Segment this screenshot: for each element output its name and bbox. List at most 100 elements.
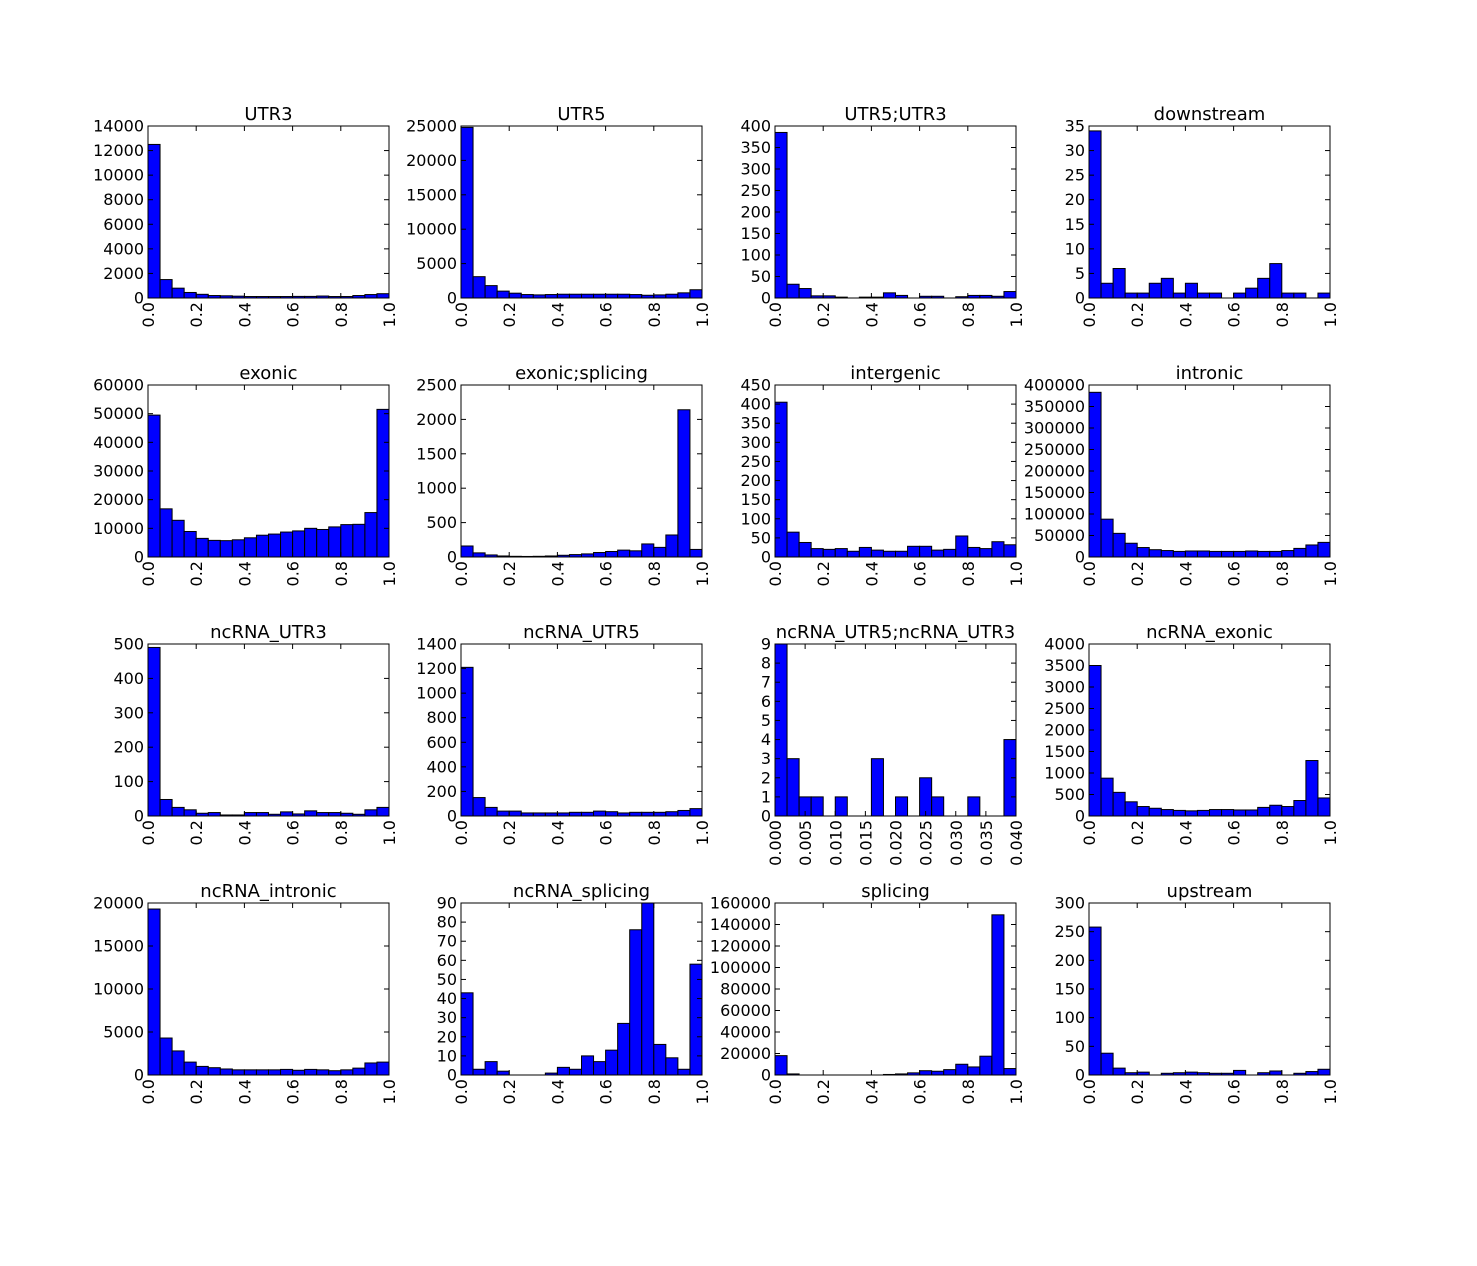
bar <box>1269 550 1283 558</box>
x-tick-label: 0.6 <box>284 1079 303 1104</box>
bar <box>593 810 607 817</box>
y-tick-label: 50000 <box>1034 526 1085 545</box>
bar <box>955 1063 969 1076</box>
bar <box>484 806 498 817</box>
x-tick-label: 0.8 <box>959 1079 978 1104</box>
x-tick-label: 0.4 <box>1176 820 1195 845</box>
x-tick-label: 1.0 <box>1321 820 1340 845</box>
x-tick-label: 0.0 <box>1080 302 1099 327</box>
x-tick-label: 0.4 <box>1176 561 1195 586</box>
y-tick-label: 2000 <box>103 264 144 283</box>
bar <box>1317 1068 1331 1076</box>
x-tick-label: 0.6 <box>911 1079 930 1104</box>
bar <box>472 552 486 558</box>
x-tick-label: 0.8 <box>645 820 664 845</box>
bar <box>774 401 788 558</box>
bar <box>316 1069 330 1076</box>
bar <box>1293 292 1307 299</box>
bar <box>895 550 909 558</box>
chart-splicing: splicing 0 20000 40000 60000 80000 100000 12000… <box>710 881 1026 1104</box>
bar <box>520 294 534 299</box>
bar <box>183 809 197 817</box>
y-tick-label: 0 <box>1075 289 1085 308</box>
bar <box>1221 550 1235 558</box>
bar <box>1148 807 1162 817</box>
y-tick-label: 25000 <box>406 117 457 136</box>
y-tick-label: 40000 <box>93 433 144 452</box>
y-tick-label: 20000 <box>720 1044 771 1063</box>
x-tick-label: 0.040 <box>1007 820 1026 866</box>
y-tick-label: 60000 <box>720 1001 771 1020</box>
x-tick-label: 0.8 <box>959 302 978 327</box>
bar <box>472 1068 486 1076</box>
x-tick-label: 1.0 <box>1007 561 1026 586</box>
y-tick-label: 400 <box>426 757 457 776</box>
y-tick-label: 0 <box>761 807 771 826</box>
x-tick-label: 0.4 <box>548 561 567 586</box>
y-tick-label: 0 <box>761 1066 771 1085</box>
bar <box>195 537 209 558</box>
bar <box>292 530 306 558</box>
bar <box>183 530 197 558</box>
y-tick-label: 200 <box>1054 951 1085 970</box>
bar <box>280 531 294 558</box>
axes-frame <box>1088 384 1331 558</box>
y-tick-label: 250000 <box>1024 440 1085 459</box>
y-tick-label: 20000 <box>93 894 144 913</box>
x-tick-label: 0.0 <box>452 1079 471 1104</box>
bar <box>641 543 655 558</box>
bar <box>605 1049 619 1076</box>
bar <box>364 809 378 817</box>
bar <box>1196 550 1210 558</box>
bar <box>304 1068 318 1076</box>
y-tick-label: 1200 <box>416 659 457 678</box>
y-tick-label: 8 <box>761 654 771 673</box>
y-tick-label: 30 <box>437 1008 457 1027</box>
y-tick-label: 5 <box>761 711 771 730</box>
bar <box>243 1069 257 1076</box>
bar <box>255 1069 270 1076</box>
bar <box>1112 532 1126 558</box>
bar <box>979 548 993 558</box>
bar <box>677 292 691 299</box>
y-tick-label: 3000 <box>1044 678 1085 697</box>
bar <box>556 1066 570 1076</box>
y-tick-label: 10 <box>437 1046 457 1065</box>
bar <box>484 1061 498 1076</box>
y-tick-label: 500 <box>426 513 457 532</box>
y-tick-label: 4000 <box>1044 635 1085 654</box>
bar <box>352 523 366 558</box>
bar <box>1196 809 1210 817</box>
bar <box>677 809 691 817</box>
x-tick-label: 1.0 <box>380 561 399 586</box>
bar <box>376 408 390 558</box>
chart-ncrna-utr5: ncRNA_UTR5 0 200 400 600 800 1000 1200 1400 0.0 0.… <box>416 622 712 845</box>
y-tick-label: 30 <box>1065 141 1085 160</box>
bar <box>689 963 703 1076</box>
bar <box>1124 801 1138 817</box>
bar <box>955 535 969 558</box>
bar <box>882 550 897 558</box>
chart-title: intergenic <box>850 363 940 384</box>
x-tick-label: 0.2 <box>500 561 519 586</box>
bar <box>858 546 872 558</box>
bar <box>653 1043 667 1076</box>
y-tick-label: 500 <box>113 635 144 654</box>
x-tick-label: 0.4 <box>862 561 881 586</box>
bar <box>1003 1068 1017 1076</box>
y-tick-label: 1000 <box>416 684 457 703</box>
bar <box>472 276 486 299</box>
bar <box>484 285 498 299</box>
x-tick-label: 0.8 <box>1273 820 1292 845</box>
x-tick-label: 0.6 <box>597 561 616 586</box>
x-tick-label: 0.4 <box>548 820 567 845</box>
x-tick-label: 0.6 <box>1225 302 1244 327</box>
y-tick-label: 90 <box>437 894 457 913</box>
chart-title: ncRNA_splicing <box>513 881 650 902</box>
x-tick-label: 0.030 <box>947 820 966 866</box>
bar <box>798 541 812 558</box>
bar <box>171 1050 185 1076</box>
bar <box>991 914 1005 1076</box>
x-tick-label: 0.4 <box>548 1079 567 1104</box>
x-tick-label: 0.4 <box>235 302 254 327</box>
